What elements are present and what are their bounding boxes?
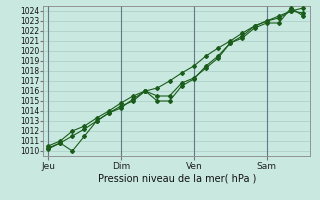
X-axis label: Pression niveau de la mer( hPa ): Pression niveau de la mer( hPa ) [98,173,256,183]
